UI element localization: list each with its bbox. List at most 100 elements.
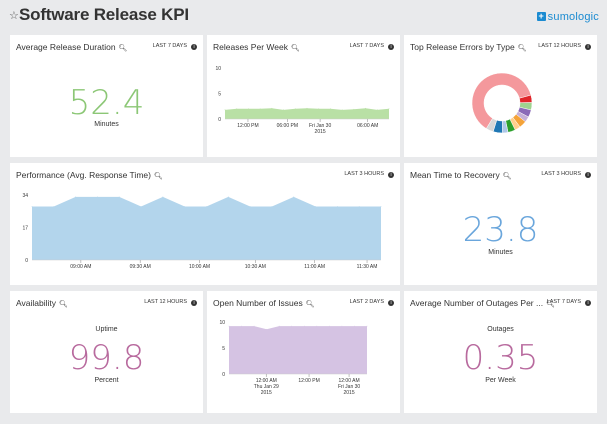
search-icon[interactable]: 🔍︎ [153,173,163,180]
data-point [162,196,164,198]
panel-availability: Availability 🔍︎ LAST 12 HOURS i Uptime 99.… [10,291,203,413]
x-tick-label: 11:30 AM [357,264,378,270]
x-tick-label: 11:00 AM [304,264,325,270]
kpi-unit: Minutes [94,121,119,128]
star-outline-icon[interactable]: ☆ [9,10,19,22]
x-tick-label: 12:00 PM [237,123,258,129]
search-icon[interactable]: 🔍︎ [517,45,527,52]
info-icon[interactable]: i [585,172,591,178]
kpi-unit: Percent [94,377,119,384]
time-range[interactable]: LAST 12 HOURS [144,299,187,305]
data-point [336,206,338,207]
panel-title: Top Release Errors by Type [410,42,515,52]
data-point [293,196,295,198]
panel-performance: Performance (Avg. Response Time) 🔍︎ LAST … [10,163,400,285]
data-point [228,325,230,327]
kpi-value: 52.4 [68,83,145,123]
kpi-value: 23.8 [462,210,539,250]
x-tick-label: 10:30 AM [245,264,266,270]
data-point [303,325,305,327]
data-point [271,206,273,207]
panel-title: Mean Time to Recovery [410,170,500,180]
x-tick-label: 12:00 PM [298,378,319,384]
releases-area-chart: 10 5 0 12:00 PM 06:00 PM Fri Jan 30 2015 06:00 … [215,66,390,135]
data-point [316,325,318,327]
panel-avg-outages: Average Number of Outages Per ... 🔍︎ LAST… [404,291,597,413]
data-point [291,325,293,327]
info-icon[interactable]: i [388,44,394,50]
search-icon[interactable]: 🔍︎ [290,45,300,52]
area-series [32,196,381,260]
y-tick-label: 10 [219,320,225,326]
kpi-unit: Per Week [485,377,516,384]
x-tick-label: 12:00 AM Thu Jan 29 2015 [254,378,279,396]
x-tick-label: 06:00 PM [277,123,298,129]
time-range[interactable]: LAST 2 DAYS [349,299,384,305]
data-point [206,206,207,207]
data-point [330,108,331,110]
data-point [318,108,320,110]
panel-title: Performance (Avg. Response Time) [16,170,151,180]
data-point [184,206,186,207]
panel-open-issues: Open Number of Issues 🔍︎ LAST 2 DAYS i 10 5… [207,291,400,413]
data-point [266,328,268,330]
data-point [294,108,296,110]
panel-title: Releases Per Week [213,42,288,52]
y-tick-label: 10 [215,66,221,72]
x-tick-label: 06:00 AM [357,123,378,129]
data-point [53,206,55,207]
data-point [353,108,355,110]
data-point [253,325,255,327]
data-point [341,109,343,111]
kpi-unit: Minutes [488,249,513,256]
search-icon[interactable]: 🔍︎ [118,45,128,52]
data-point [227,196,229,198]
area-series [229,326,367,374]
search-icon[interactable]: 🔍︎ [502,173,512,180]
info-icon[interactable]: i [388,300,394,306]
time-range[interactable]: LAST 7 DAYS [349,43,384,49]
y-tick-label: 0 [222,372,225,378]
y-tick-label: 5 [222,346,225,352]
donut-slice [471,72,532,129]
y-tick-label: 5 [218,92,221,98]
info-icon[interactable]: i [191,300,197,306]
info-icon[interactable]: i [585,300,591,306]
time-range[interactable]: LAST 3 HOURS [541,171,581,177]
y-tick-label: 17 [22,226,28,232]
info-icon[interactable]: i [388,172,394,178]
kpi-label: Uptime [95,326,118,333]
data-point [236,108,238,110]
kpi-value: 0.35 [462,338,539,378]
data-point [97,196,98,198]
data-point [278,325,280,327]
panel-title: Average Number of Outages Per ... [410,298,544,308]
time-range[interactable]: LAST 7 DAYS [152,43,187,49]
data-point [118,196,120,198]
info-icon[interactable]: i [585,44,591,50]
x-tick-label: 12:00 AM Fri Jan 30 2015 [338,378,360,396]
time-range[interactable]: LAST 12 HOURS [538,43,581,49]
panel-top-release-errors: Top Release Errors by Type 🔍︎ LAST 12 HOU… [404,35,597,157]
data-point [341,325,343,327]
data-point [388,108,390,110]
errors-donut-chart [471,72,533,134]
data-point [271,107,273,109]
data-point [259,108,261,110]
panel-releases-per-week: Releases Per Week 🔍︎ LAST 7 DAYS i 10 5 0 12:… [207,35,400,157]
info-icon[interactable]: i [191,44,197,50]
time-range[interactable]: LAST 3 HOURS [344,171,384,177]
dashboard-header: ☆ Software Release KPI + sumologic [0,0,607,32]
logo-text: sumologic [547,10,599,23]
data-point [140,206,142,207]
y-tick-label: 0 [25,258,28,264]
time-range[interactable]: LAST 7 DAYS [546,299,581,305]
data-point [241,325,242,327]
kpi-value: 99.8 [68,338,145,378]
search-icon[interactable]: 🔍︎ [546,301,555,308]
search-icon[interactable]: 🔍︎ [59,301,68,308]
search-icon[interactable]: 🔍︎ [305,301,315,308]
sumologic-logo-icon: + [536,11,546,21]
data-point [380,206,382,207]
panel-title: Availability [16,298,57,308]
